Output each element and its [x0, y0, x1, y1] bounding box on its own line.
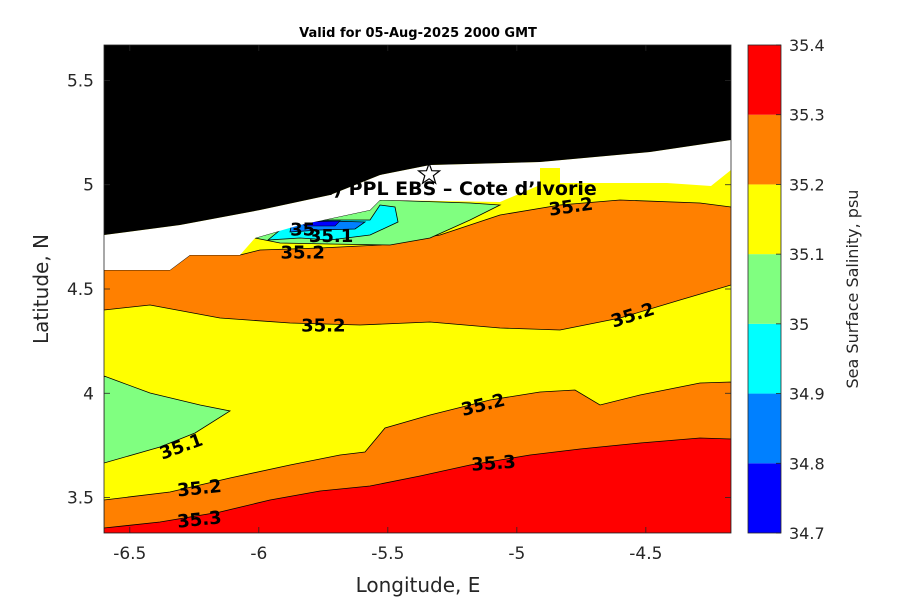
band-35.2-35.3-north: [104, 199, 731, 331]
colorbar-frame: [747, 44, 782, 534]
colorbar: 34.7 34.8 34.9 35 35.1 35.2 35.3 35.4: [747, 36, 825, 543]
x-axis: -6.5 -6 -5.5 -5 -4.5: [113, 45, 662, 564]
contour-label: 35.3: [176, 507, 222, 533]
band-35.0-35.1-west: [104, 375, 232, 464]
y-tick-label: 3.5: [67, 489, 94, 509]
contour-label: 35.2: [301, 316, 345, 337]
site-label: (ONHYM) PPL EBS – Cote d’Ivorie: [244, 178, 597, 200]
y-tick-label: 5.5: [67, 71, 94, 91]
colorbar-tick-label: 35.1: [789, 245, 825, 264]
y-axis: 3.5 4 4.5 5 5.5: [67, 71, 731, 509]
colorbar-segment: [748, 45, 781, 115]
site-star-icon: [416, 161, 442, 185]
colorbar-segment: [748, 323, 781, 394]
colorbar-segment: [748, 184, 781, 255]
chart-title: Valid for 05-Aug-2025 2000 GMT: [299, 26, 537, 41]
colorbar-segment: [748, 254, 781, 324]
x-axis-label: Longitude, E: [356, 573, 481, 597]
site-marker: [416, 161, 442, 185]
colorbar-tick-label: 35.4: [789, 36, 825, 55]
colorbar-tick-label: 35: [789, 315, 809, 334]
x-tick-label: -6: [250, 544, 267, 564]
y-tick-label: 4.5: [67, 280, 94, 300]
colorbar-tick-label: 34.9: [789, 385, 825, 404]
contour-label: 35.2: [176, 476, 222, 502]
contour-label: 35: [290, 220, 315, 241]
y-axis-label: Latitude, N: [29, 234, 53, 344]
colorbar-tick-label: 35.3: [789, 106, 825, 125]
plot-area: (ONHYM) PPL EBS – Cote d’Ivorie 35.235.1…: [104, 45, 731, 533]
x-tick-label: -5.5: [371, 544, 404, 564]
nodata-strip: [104, 140, 731, 270]
colorbar-segment: [748, 393, 781, 464]
colorbar-segment: [748, 463, 781, 533]
x-tick-label: -5: [508, 544, 525, 564]
y-tick-label: 5: [83, 176, 94, 196]
x-tick-label: -4.5: [629, 544, 662, 564]
y-tick-label: 4: [83, 384, 94, 404]
colorbar-segment: [748, 114, 781, 185]
land-mass: [104, 45, 731, 235]
contour-label: 35.3: [471, 452, 517, 476]
colorbar-tick-label: 35.2: [789, 175, 825, 194]
contour-label: 35.2: [280, 243, 324, 264]
colorbar-tick-label: 34.7: [789, 524, 825, 543]
contour-label: 35.1: [309, 226, 353, 247]
band-35.3-35.4: [104, 437, 731, 533]
colorbar-tick-label: 34.8: [789, 454, 825, 473]
colorbar-label: Sea Surface Salinity, psu: [843, 190, 862, 389]
x-tick-label: -6.5: [113, 544, 146, 564]
